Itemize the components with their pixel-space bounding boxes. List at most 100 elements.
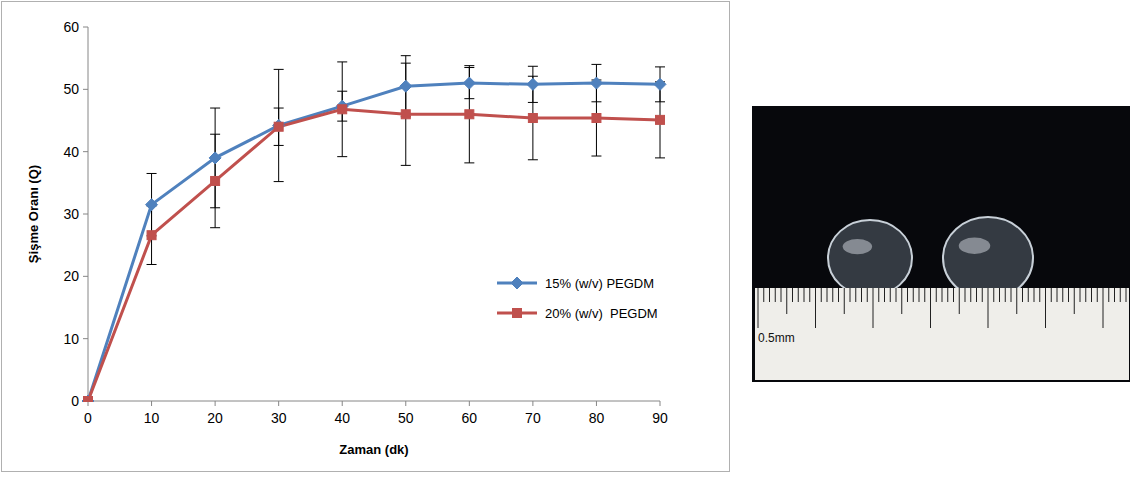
x-tick bbox=[596, 401, 597, 406]
y-axis-title: Şişme Oranı (Q) bbox=[26, 165, 41, 263]
ruler-tick bbox=[855, 288, 856, 302]
ruler-tick bbox=[890, 288, 891, 302]
ruler-tick bbox=[959, 288, 960, 314]
ruler-tick bbox=[1051, 288, 1052, 302]
x-tick-label: 70 bbox=[525, 410, 541, 426]
ruler-tick bbox=[988, 288, 989, 328]
data-point bbox=[527, 78, 539, 90]
x-tick bbox=[151, 401, 152, 406]
ruler-tick bbox=[769, 288, 770, 302]
error-bar bbox=[274, 108, 284, 145]
y-tick-label: 30 bbox=[63, 206, 79, 222]
ruler-tick bbox=[821, 288, 822, 302]
ruler-tick bbox=[775, 288, 776, 302]
x-tick-label: 90 bbox=[652, 410, 668, 426]
data-point bbox=[82, 395, 94, 402]
legend-label: 20% (w/v) PEGDM bbox=[545, 306, 658, 321]
ruler-tick bbox=[896, 288, 897, 302]
ruler-tick bbox=[844, 288, 845, 314]
ruler-tick bbox=[924, 288, 925, 302]
ruler-tick bbox=[907, 288, 908, 302]
x-tick-label: 20 bbox=[207, 410, 223, 426]
x-tick-label: 60 bbox=[462, 410, 478, 426]
x-tick bbox=[660, 401, 661, 406]
ruler-tick bbox=[993, 288, 994, 302]
ruler-tick bbox=[1016, 288, 1017, 314]
y-tick-label: 40 bbox=[63, 144, 79, 160]
series-line bbox=[88, 83, 660, 401]
error-bar bbox=[274, 69, 284, 181]
data-point bbox=[273, 119, 285, 131]
hydrogel-disc bbox=[828, 220, 912, 296]
y-tick-label: 0 bbox=[71, 393, 79, 409]
ruler-tick bbox=[1057, 288, 1058, 302]
legend-label: 15% (w/v) PEGDM bbox=[545, 276, 654, 291]
y-tick-label: 20 bbox=[63, 268, 79, 284]
ruler-tick bbox=[1028, 288, 1029, 302]
data-point bbox=[654, 78, 666, 90]
ruler-tick bbox=[878, 288, 879, 302]
ruler-tick bbox=[1085, 288, 1086, 302]
y-tick bbox=[83, 27, 88, 28]
data-point bbox=[401, 110, 410, 119]
legend-marker bbox=[511, 277, 523, 289]
ruler-tick bbox=[815, 288, 816, 328]
y-tick bbox=[83, 151, 88, 152]
y-tick bbox=[83, 214, 88, 215]
y-tick bbox=[83, 276, 88, 277]
chart-frame bbox=[2, 2, 730, 472]
x-tick-label: 40 bbox=[334, 410, 350, 426]
ruler-tick bbox=[1080, 288, 1081, 302]
x-tick-label: 0 bbox=[84, 410, 92, 426]
ruler-tick bbox=[1120, 288, 1121, 302]
error-bar bbox=[147, 206, 157, 265]
ruler-tick bbox=[999, 288, 1000, 302]
x-tick bbox=[342, 401, 343, 406]
data-point bbox=[656, 115, 665, 124]
plot-area bbox=[82, 56, 666, 402]
ruler-tick bbox=[1034, 288, 1035, 302]
data-point bbox=[147, 231, 156, 240]
x-tick-label: 30 bbox=[271, 410, 287, 426]
ruler-tick bbox=[1091, 288, 1092, 302]
ruler-tick bbox=[804, 288, 805, 302]
y-tick-label: 50 bbox=[63, 81, 79, 97]
ruler-tick bbox=[786, 288, 787, 314]
error-bar bbox=[464, 66, 474, 163]
canvas: 01020304050600102030405060708090Zaman (d… bbox=[0, 0, 1132, 481]
ruler-tick bbox=[884, 288, 885, 302]
ruler-tick bbox=[873, 288, 874, 328]
ruler-tick bbox=[1039, 288, 1040, 302]
ruler-tick bbox=[913, 288, 914, 302]
legend-marker bbox=[513, 309, 522, 318]
data-point bbox=[465, 110, 474, 119]
ruler-tick bbox=[930, 288, 931, 328]
ruler-tick bbox=[867, 288, 868, 302]
ruler-tick bbox=[970, 288, 971, 302]
ruler-tick bbox=[1108, 288, 1109, 302]
error-bar bbox=[337, 62, 347, 157]
error-bar bbox=[210, 134, 220, 228]
y-tick bbox=[83, 338, 88, 339]
x-tick bbox=[215, 401, 216, 406]
x-tick bbox=[278, 401, 279, 406]
data-point bbox=[338, 105, 347, 114]
x-axis bbox=[88, 401, 660, 402]
hydrogel-disc bbox=[943, 217, 1033, 299]
ruler-tick bbox=[861, 288, 862, 302]
error-bar bbox=[401, 63, 411, 165]
ruler-tick bbox=[919, 288, 920, 302]
x-tick bbox=[405, 401, 406, 406]
ruler-tick bbox=[1062, 288, 1063, 302]
ruler-tick bbox=[809, 288, 810, 302]
disc-highlight bbox=[843, 239, 872, 254]
ruler bbox=[755, 288, 1129, 380]
ruler-tick bbox=[953, 288, 954, 302]
ruler-tick bbox=[763, 288, 764, 302]
data-point bbox=[274, 122, 283, 131]
ruler-tick bbox=[1011, 288, 1012, 302]
ruler-tick bbox=[1126, 288, 1127, 302]
ruler-tick bbox=[838, 288, 839, 302]
ruler-tick bbox=[942, 288, 943, 302]
data-point bbox=[84, 397, 93, 403]
